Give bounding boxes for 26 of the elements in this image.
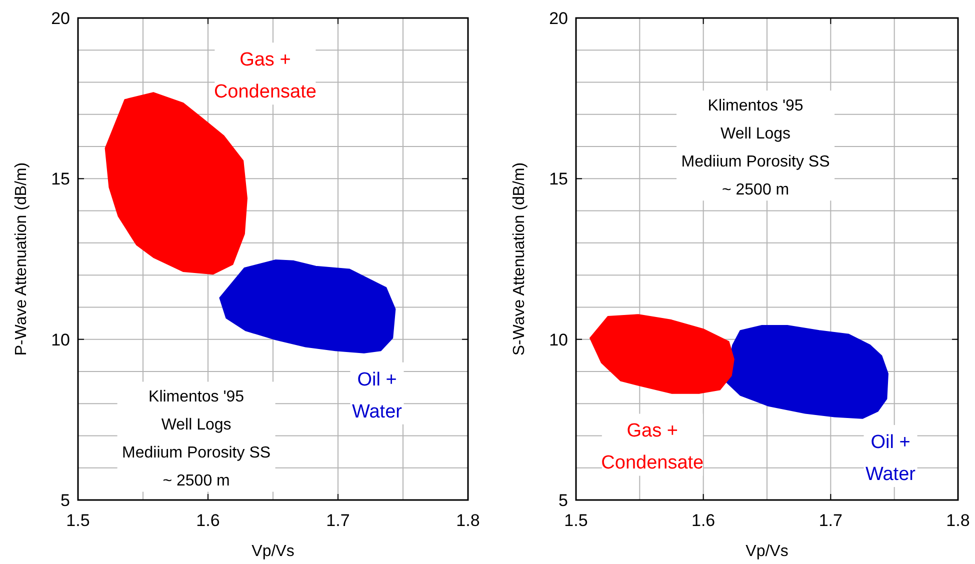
annotation: Klimentos '95 Well Logs Mediium Porosity SS ~ 2500 m: [681, 97, 830, 198]
x-tick-label: 1.6: [196, 511, 220, 530]
x-axis-title: Vp/Vs: [746, 543, 788, 560]
y-tick-label: 20: [549, 9, 568, 28]
x-tick-label: 1.5: [66, 511, 90, 530]
series-label: Gas + Condensate: [214, 50, 316, 103]
x-tick-label: 1.6: [692, 511, 716, 530]
y-tick-label: 10: [51, 330, 70, 350]
x-tick-label: 1.5: [564, 511, 588, 530]
y-tick-label: 5: [558, 491, 568, 510]
x-tick-label: 1.7: [326, 511, 350, 530]
y-tick-label: 15: [549, 170, 568, 189]
y-axis-title: P-Wave Attenuation (dB/m): [13, 162, 30, 356]
x-tick-label: 1.8: [946, 511, 970, 530]
y-tick-label: 15: [51, 170, 70, 189]
y-tick-label: 20: [51, 9, 70, 28]
y-tick-label: 5: [60, 491, 70, 510]
y-axis-title: S-Wave Attenuation (dB/m): [511, 162, 528, 356]
x-tick-label: 1.8: [456, 511, 480, 530]
y-tick-label: 10: [549, 330, 568, 350]
x-tick-label: 1.7: [818, 511, 842, 530]
series-label: Gas + Condensate: [601, 420, 704, 474]
x-axis-title: Vp/Vs: [252, 543, 294, 560]
series-label: Oil + Water: [352, 369, 403, 422]
series-label: Oil + Water: [866, 432, 916, 485]
annotation: Klimentos '95 Well Logs Mediium Porosity SS ~ 2500 m: [122, 388, 271, 490]
